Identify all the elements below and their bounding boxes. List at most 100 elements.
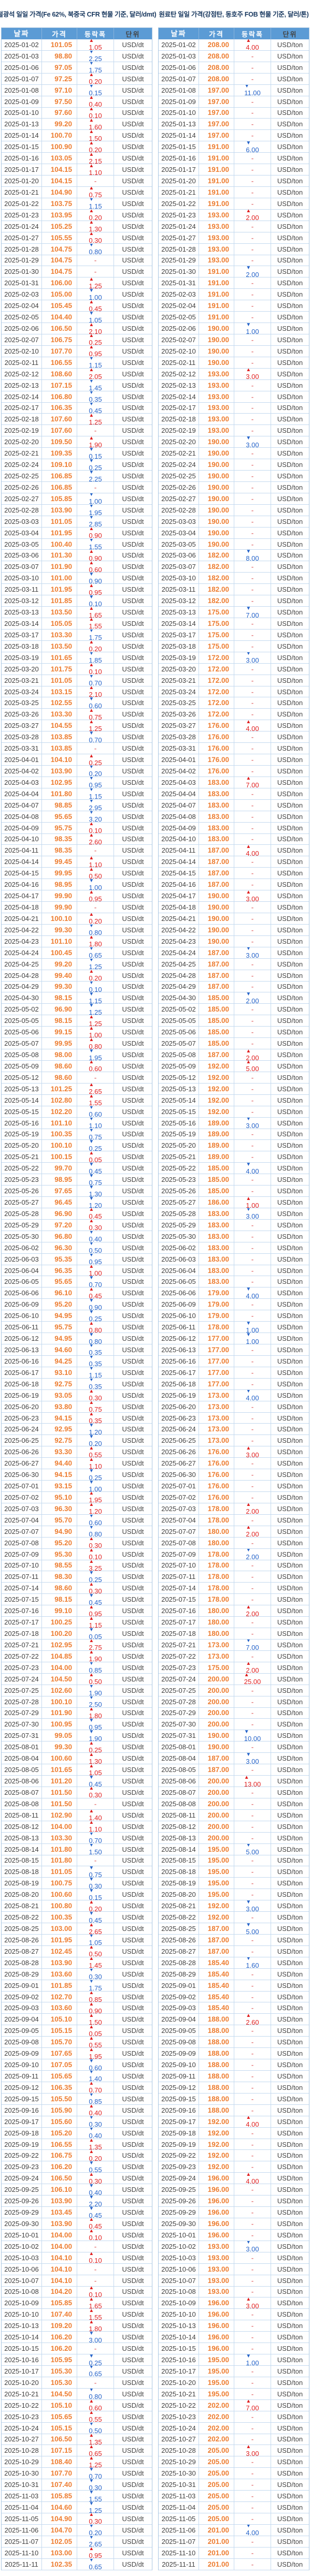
- change-cell: ▼ 0.15: [77, 1889, 114, 1900]
- change-value: ▼ 3.00: [89, 2332, 102, 2343]
- no-change-dash: -: [251, 449, 254, 458]
- price-cell: 105.30: [42, 2365, 77, 2377]
- change-value: ▼ 1.15: [89, 1367, 102, 1378]
- table-row: 2025-04-15 187.00- USD/ton: [159, 868, 309, 880]
- unit-cell: USD/dt: [122, 2265, 144, 2273]
- change-cell: ▼ 0.20: [77, 2524, 114, 2536]
- date-cell: 2025-02-17: [2, 402, 42, 414]
- price-cell: 188.00: [199, 2048, 234, 2059]
- price-cell: 190.00: [199, 504, 234, 516]
- change-value: ▼ 0.70: [89, 1833, 102, 1843]
- down-arrow-icon: ▼: [89, 1424, 94, 1428]
- table-row: 2025-04-14 187.00- USD/ton: [159, 856, 309, 868]
- up-arrow-icon: ▲: [89, 527, 94, 532]
- table-row: 2025-11-06 104.70 ▼ 0.20 USD/dt: [2, 2524, 152, 2536]
- unit-cell: USD/ton: [277, 1062, 303, 1070]
- change-cell: ▼ 0.25: [77, 459, 114, 471]
- table-row: 2025-02-18 107.60 ▲ 1.25 USD/dt: [2, 414, 152, 426]
- table-row: 2025-08-25 187.00 ▼ 5.00 USD/ton: [159, 1923, 309, 1935]
- change-amount: 2.60: [246, 2018, 259, 2025]
- date-cell: 2025-06-25: [2, 1435, 42, 1446]
- date-cell: 2025-03-24: [159, 686, 199, 697]
- table-row: 2025-03-18 175.00- USD/ton: [159, 640, 309, 652]
- change-amount: 1.50: [89, 2018, 102, 2025]
- price-cell: 100.75: [42, 1878, 77, 1889]
- column-header-price: 가격: [199, 28, 234, 39]
- unit-cell: USD/dt: [122, 1550, 144, 1558]
- price-cell: 173.00: [199, 1650, 234, 1662]
- price-cell: 103.50: [42, 640, 77, 652]
- unit-cell: USD/dt: [122, 1697, 144, 1706]
- change-cell: ▲ 0.60: [77, 1060, 114, 1072]
- table-row: 2025-11-04 104.60 ▼ 1.25 USD/dt: [2, 2502, 152, 2513]
- change-value: ▲ 1.55: [89, 618, 102, 629]
- no-change-dash: -: [251, 1913, 254, 1922]
- change-amount: 0.60: [89, 1519, 102, 1526]
- change-value: ▼ 0.40: [89, 1231, 102, 1242]
- change-cell: ▼ 0.45: [77, 2207, 114, 2218]
- down-arrow-icon: ▼: [246, 1117, 251, 1122]
- unit-cell: USD/ton: [277, 2333, 303, 2341]
- unit-cell: USD/dt: [122, 1618, 144, 1627]
- up-arrow-icon: ▲: [89, 2286, 94, 2291]
- change-amount: 1.00: [89, 1269, 102, 1276]
- change-amount: 0.10: [89, 827, 102, 833]
- unit-cell: USD/ton: [277, 2526, 303, 2534]
- unit-cell: USD/ton: [277, 642, 303, 650]
- table-row: 2025-06-16 177.00- USD/ton: [159, 1355, 309, 1367]
- down-arrow-icon: ▼: [246, 1389, 251, 1395]
- unit-cell: USD/dt: [122, 2333, 144, 2341]
- change-cell: -: [234, 198, 271, 209]
- up-arrow-icon: ▲: [89, 709, 94, 713]
- change-amount: 2.25: [89, 55, 102, 62]
- price-cell: 185.00: [199, 1038, 234, 1049]
- change-value: ▲ 3.25: [89, 1560, 102, 1571]
- price-cell: 98.60: [42, 1072, 77, 1083]
- table-row: 2025-01-24 193.00- USD/ton: [159, 221, 309, 232]
- change-cell: -: [77, 2263, 114, 2275]
- unit-cell: USD/ton: [277, 869, 303, 877]
- price-cell: 183.00: [199, 1208, 234, 1219]
- change-amount: 1.00: [246, 1326, 259, 1333]
- change-cell: -: [234, 2127, 271, 2139]
- change-amount: 0.75: [89, 1406, 102, 1412]
- column-header-change: 등락폭: [234, 28, 271, 39]
- change-value: ▼ 3.00: [246, 652, 259, 663]
- column-header-unit: 단위: [125, 30, 140, 38]
- no-change-dash: -: [251, 937, 254, 945]
- table-row: 2025-02-26 190.00- USD/ton: [159, 481, 309, 493]
- unit-cell: USD/dt: [122, 199, 144, 208]
- date-cell: 2025-06-12: [159, 1333, 199, 1344]
- price-cell: 101.80: [42, 1843, 77, 1855]
- change-cell: ▼ 1.10: [77, 1117, 114, 1129]
- price-cell: 98.35: [42, 845, 77, 856]
- up-arrow-icon: ▲: [89, 1503, 94, 1508]
- date-cell: 2025-09-16: [2, 2104, 42, 2116]
- change-cell: ▲ 1.05: [77, 1764, 114, 1776]
- table-row: 2025-06-04 96.35 ▲ 1.00 USD/dt: [2, 1265, 152, 1277]
- down-arrow-icon: ▼: [89, 1628, 94, 1633]
- price-cell: 208.00: [199, 62, 234, 73]
- unit-cell: USD/ton: [277, 63, 303, 71]
- change-value: ▼ 1.30: [89, 1185, 102, 1196]
- date-cell: 2025-01-09: [159, 96, 199, 107]
- date-cell: 2025-01-29: [2, 255, 42, 266]
- unit-cell: USD/dt: [122, 2356, 144, 2364]
- price-cell: 205.00: [199, 2445, 234, 2456]
- change-value: ▼ 1.05: [89, 312, 102, 323]
- change-amount: 4.00: [246, 43, 259, 50]
- table-row: 2025-03-10 101.00 ▼ 0.90 USD/dt: [2, 573, 152, 584]
- date-cell: 2025-03-17: [2, 629, 42, 640]
- date-cell: 2025-06-20: [2, 1401, 42, 1412]
- date-cell: 2025-04-14: [2, 856, 42, 868]
- price-cell: 200.00: [199, 1798, 234, 1809]
- price-cell: 200.00: [199, 1776, 234, 1787]
- table-row: 2025-02-04 191.00- USD/ton: [159, 300, 309, 312]
- change-amount: 0.80: [89, 2393, 102, 2399]
- unit-cell: USD/dt: [122, 1845, 144, 1853]
- change-cell: ▼ 1.00: [77, 493, 114, 504]
- date-cell: 2025-10-06: [159, 2263, 199, 2275]
- price-cell: 105.30: [42, 2377, 77, 2388]
- change-cell: ▲ 0.05: [77, 1151, 114, 1163]
- change-cell: -: [234, 2547, 271, 2558]
